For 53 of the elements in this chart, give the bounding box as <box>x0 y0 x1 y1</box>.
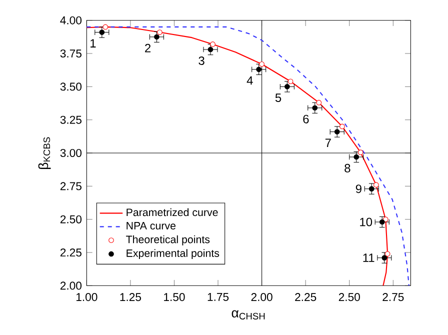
point <box>154 34 160 40</box>
y-tick-label: 2.75 <box>60 182 82 190</box>
point <box>102 24 108 30</box>
x-tick-label: 1.50 <box>164 293 185 302</box>
x-tick-label: 2.75 <box>382 293 404 302</box>
legend-label: Experimental points <box>126 249 220 260</box>
y-tick-label: 3.50 <box>60 82 82 91</box>
y-tick-label: 3.75 <box>60 49 82 58</box>
point <box>284 84 290 90</box>
annotation: 4 <box>246 76 253 85</box>
y-tick-label: 2.50 <box>60 215 82 224</box>
x-tick-label: 1.75 <box>208 293 229 301</box>
y-tick-label: 2.00 <box>60 282 82 290</box>
x-tick-label: 2.00 <box>251 293 272 302</box>
point <box>340 124 345 130</box>
point <box>312 105 318 111</box>
y-tick-label: 3.00 <box>60 148 82 158</box>
point <box>382 255 388 260</box>
point <box>210 42 216 47</box>
y-tick-label: 2.25 <box>60 248 82 257</box>
x-tick-label: 1.25 <box>120 293 142 302</box>
point <box>256 66 262 72</box>
y-tick-label: 3.25 <box>60 116 82 124</box>
y-axis-title: β$_{KCBS}$ <box>38 137 51 169</box>
point <box>99 30 105 35</box>
point <box>157 30 162 35</box>
point <box>379 219 385 225</box>
annotation: 1 <box>90 39 96 48</box>
annotation: 5 <box>275 94 282 102</box>
point <box>208 46 214 52</box>
x-axis-title: α$_{CHSH}$ <box>232 310 265 320</box>
x-tick-label: 1.00 <box>76 293 98 302</box>
annotation: 10 <box>360 218 372 226</box>
point <box>354 154 360 160</box>
annotation: 3 <box>198 56 204 65</box>
legend-label: NPA curve <box>126 222 176 230</box>
legend-label: Theoretical points <box>126 235 210 246</box>
point <box>334 129 340 134</box>
point <box>288 78 294 84</box>
annotation: 6 <box>303 114 309 124</box>
annotation: 8 <box>344 164 350 172</box>
point <box>259 61 264 67</box>
point <box>316 100 322 106</box>
legend-label: Parametrized curve <box>126 208 218 216</box>
annotation: 7 <box>325 138 331 147</box>
point <box>374 182 379 188</box>
annotation: 11 <box>363 254 374 262</box>
annotation: 2 <box>145 44 151 52</box>
x-tick-label: 2.25 <box>295 293 316 302</box>
x-tick-label: 2.50 <box>338 293 360 302</box>
annotation: 9 <box>356 184 362 194</box>
point <box>368 186 374 192</box>
y-tick-label: 4.00 <box>60 16 82 24</box>
